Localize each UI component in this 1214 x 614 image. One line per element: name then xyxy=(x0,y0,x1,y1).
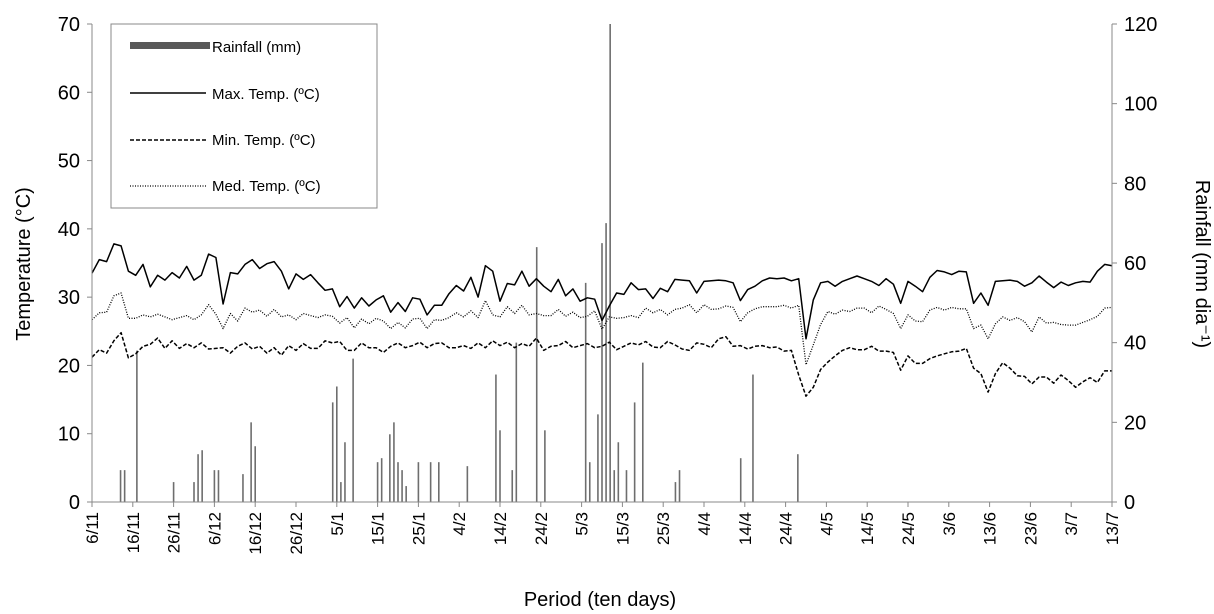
x-tick-label: 24/2 xyxy=(532,512,551,545)
x-tick-label: 14/5 xyxy=(858,512,877,545)
x-tick-label: 5/3 xyxy=(573,512,592,536)
temperature-lines xyxy=(91,243,1113,397)
rainfall-bars xyxy=(119,24,799,502)
x-tick-label: 24/5 xyxy=(899,512,918,545)
x-axis-ticks: 6/11 16/11 26/11 6/12 16/12 26/12 5/1 15/1 25/1 4… xyxy=(83,502,1122,555)
left-axis-ticks: 0 10 20 30 40 50 60 70 xyxy=(58,14,92,514)
x-tick-label: 3/7 xyxy=(1062,512,1081,536)
x-tick-label: 6/11 xyxy=(83,512,102,544)
left-tick-label: 70 xyxy=(58,14,80,36)
left-tick-label: 60 xyxy=(58,82,80,104)
right-tick-label: 100 xyxy=(1124,94,1157,116)
right-tick-label: 80 xyxy=(1124,173,1146,195)
series-line-solid xyxy=(91,243,1113,340)
x-tick-label: 13/6 xyxy=(981,512,1000,545)
x-tick-label: 16/11 xyxy=(124,512,143,553)
left-tick-label: 40 xyxy=(58,219,80,241)
x-tick-label: 15/3 xyxy=(613,512,632,545)
x-tick-label: 15/1 xyxy=(369,512,388,545)
left-tick-label: 20 xyxy=(58,355,80,377)
left-tick-label: 30 xyxy=(58,287,80,309)
left-axis-title: Temperature (°C) xyxy=(13,187,35,341)
left-tick-label: 50 xyxy=(58,151,80,173)
plot-area xyxy=(91,24,1113,502)
x-tick-label: 14/2 xyxy=(491,512,510,545)
left-tick-label: 0 xyxy=(69,492,80,514)
x-tick-label: 4/2 xyxy=(450,512,469,536)
x-tick-label: 26/12 xyxy=(287,512,306,555)
legend-rainfall-label: Rainfall (mm) xyxy=(212,39,301,56)
x-tick-label: 4/5 xyxy=(817,512,836,536)
x-tick-label: 24/4 xyxy=(777,512,796,545)
right-tick-label: 120 xyxy=(1124,14,1157,36)
legend-med-label: Med. Temp. (ºC) xyxy=(212,178,321,195)
x-tick-label: 23/6 xyxy=(1021,512,1040,545)
legend: Rainfall (mm) Max. Temp. (ºC) Min. Temp.… xyxy=(110,23,378,209)
x-tick-label: 26/11 xyxy=(165,512,184,553)
left-tick-label: 10 xyxy=(58,424,80,446)
x-tick-label: 25/3 xyxy=(654,512,673,545)
legend-rainfall-swatch xyxy=(130,42,210,49)
right-tick-label: 20 xyxy=(1124,412,1146,434)
right-tick-label: 40 xyxy=(1124,333,1146,355)
right-axis-ticks: 0 20 40 60 80 100 120 xyxy=(1112,14,1157,514)
x-tick-label: 5/1 xyxy=(328,512,347,536)
right-tick-label: 0 xyxy=(1124,492,1135,514)
x-tick-label: 6/12 xyxy=(205,512,224,545)
x-tick-label: 4/4 xyxy=(695,512,714,536)
x-tick-label: 14/4 xyxy=(736,512,755,545)
legend-max-label: Max. Temp. (ºC) xyxy=(212,86,320,103)
x-tick-label: 13/7 xyxy=(1103,512,1122,545)
legend-min-label: Min. Temp. (ºC) xyxy=(212,132,316,149)
x-tick-label: 25/1 xyxy=(409,512,428,545)
x-tick-label: 3/6 xyxy=(940,512,959,536)
x-tick-label: 16/12 xyxy=(246,512,265,555)
series-line-dashed xyxy=(91,331,1112,397)
legend-box xyxy=(110,23,378,209)
right-tick-label: 60 xyxy=(1124,253,1146,275)
x-axis-title: Period (ten days) xyxy=(524,589,676,611)
right-axis-title: Rainfall (mm dia⁻¹) xyxy=(1191,180,1213,348)
